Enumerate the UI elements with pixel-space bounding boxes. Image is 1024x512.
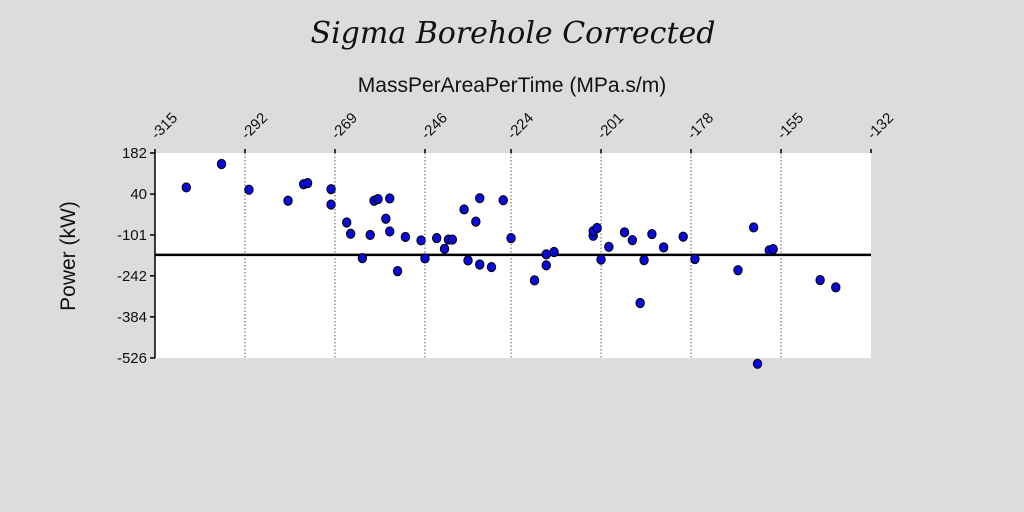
x-tick-label: -269 xyxy=(328,110,361,143)
x-tick-label: -292 xyxy=(238,110,271,143)
data-point xyxy=(832,283,840,292)
data-point xyxy=(753,359,761,368)
data-point xyxy=(636,298,644,307)
data-point xyxy=(346,229,354,238)
data-point xyxy=(343,218,351,227)
data-point xyxy=(605,242,613,251)
data-point xyxy=(593,223,601,232)
data-point xyxy=(382,214,390,223)
data-point xyxy=(487,262,495,271)
data-point xyxy=(448,235,456,244)
y-axis-label: Power (kW) xyxy=(57,201,80,311)
y-tick-label: -242 xyxy=(117,268,147,285)
data-point xyxy=(542,261,550,270)
data-point xyxy=(401,232,409,241)
y-tick-label: -526 xyxy=(117,350,147,367)
data-point xyxy=(217,159,225,168)
data-point xyxy=(734,266,742,275)
x-tick-label: -315 xyxy=(148,110,181,143)
x-tick-label: -178 xyxy=(684,110,717,143)
x-tick-label: -132 xyxy=(864,110,897,143)
data-point xyxy=(366,230,374,239)
data-point xyxy=(327,185,335,194)
data-point xyxy=(507,234,515,243)
data-point xyxy=(284,196,292,205)
data-point xyxy=(417,236,425,245)
data-point xyxy=(769,245,777,254)
x-tick-label: -224 xyxy=(504,110,537,143)
data-point xyxy=(440,244,448,253)
data-point xyxy=(628,236,636,245)
x-tick-label: -201 xyxy=(594,110,627,143)
data-point xyxy=(182,183,190,192)
data-point xyxy=(464,256,472,265)
data-point xyxy=(620,228,628,237)
data-point xyxy=(358,254,366,263)
x-tick-label: -246 xyxy=(418,110,451,143)
y-tick-label: -101 xyxy=(117,227,147,244)
data-point xyxy=(691,254,699,263)
data-point xyxy=(303,179,311,188)
data-point xyxy=(499,196,507,205)
data-point xyxy=(816,276,824,285)
data-point xyxy=(374,194,382,203)
y-tick-label: -384 xyxy=(117,309,147,326)
data-point xyxy=(679,232,687,241)
y-tick-label: 40 xyxy=(130,186,147,203)
data-point xyxy=(327,200,335,209)
y-axis-ticks: 182 40 -101 -242 -384 -526 xyxy=(117,145,155,367)
data-point xyxy=(476,260,484,269)
x-axis-ticks: -315 -292 -269 -246 -224 -201 -178 -155 -132 xyxy=(148,110,897,153)
data-point xyxy=(433,234,441,243)
data-point xyxy=(476,194,484,203)
y-tick-label: 182 xyxy=(122,145,147,162)
data-point xyxy=(659,243,667,252)
data-point xyxy=(393,267,401,276)
data-point xyxy=(542,250,550,259)
data-point xyxy=(749,223,757,232)
chart-title: Sigma Borehole Corrected xyxy=(311,16,716,51)
data-point xyxy=(597,255,605,264)
data-point xyxy=(472,217,480,226)
data-point xyxy=(550,247,558,256)
data-point xyxy=(245,185,253,194)
x-axis-label: MassPerAreaPerTime (MPa.s/m) xyxy=(358,74,666,97)
data-point xyxy=(460,205,468,214)
data-point xyxy=(530,276,538,285)
data-point xyxy=(648,229,656,238)
data-point xyxy=(640,256,648,265)
x-tick-label: -155 xyxy=(774,110,807,143)
data-point xyxy=(386,227,394,236)
data-point xyxy=(386,194,394,203)
data-point xyxy=(421,254,429,263)
